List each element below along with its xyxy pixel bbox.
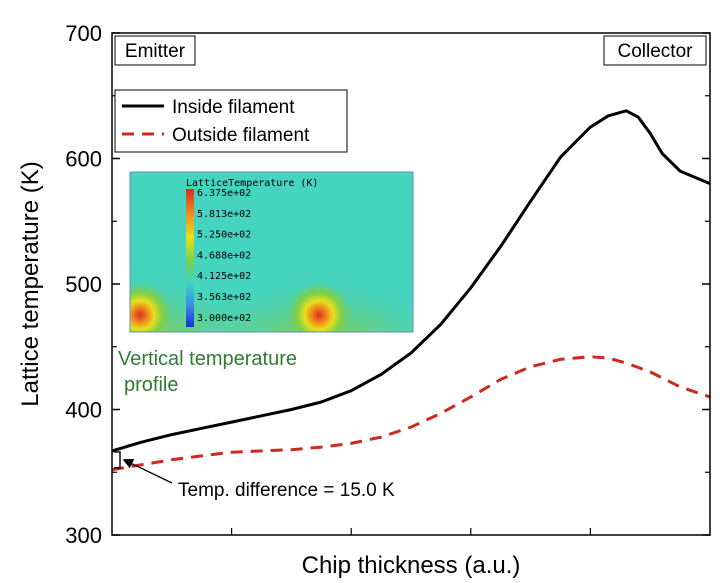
inset-heatmap: LatticeTemperature (K)6.375e+02 5.813e+02… (129, 171, 414, 333)
inset-warm-zone (200, 225, 413, 332)
y-axis-title: Lattice temperature (K) (17, 161, 44, 406)
inset-colorbar-label: 4.125e+02 (197, 271, 251, 282)
inset-hot-spot (130, 283, 172, 332)
series-line-inside-filament (111, 109, 711, 453)
y-tick-label: 400 (65, 398, 102, 423)
y-tick-label: 500 (65, 272, 102, 297)
inset-colorbar-label: 5.250e+02 (197, 230, 251, 241)
emitter-label: Emitter (125, 41, 186, 62)
inset-colorbar-label: 6.375e+02 (197, 188, 251, 199)
y-tick-label: 600 (65, 147, 102, 172)
series-group (111, 109, 711, 472)
legend-box (114, 89, 348, 153)
inset-colorbar (186, 189, 194, 327)
emitter-box (114, 35, 196, 66)
note-line-2: profile (124, 374, 178, 396)
inset-border (129, 171, 414, 333)
inset-colorbar-label: 3.000e+02 (197, 313, 251, 324)
collector-box (603, 35, 707, 66)
y-tick-label: 700 (65, 21, 102, 46)
x-axis-title: Chip thickness (a.u.) (302, 552, 521, 579)
temp-difference-bracket (114, 451, 121, 469)
temp-difference-label: Temp. difference = 15.0 K (178, 480, 395, 501)
axes-group: 300 400 500 600 700 Chip thickness (a.u.) Latt… (17, 21, 711, 579)
note-line-1: Vertical temperature (118, 348, 297, 370)
inset-title: LatticeTemperature (K) (186, 178, 318, 189)
legend-label-outside: Outside filament (172, 125, 310, 146)
collector-label: Collector (618, 41, 694, 62)
inset-colorbar-label: 3.563e+02 (197, 292, 251, 303)
y-tick-label: 300 (65, 523, 102, 548)
annotations-group: Emitter Collector Inside filament Outside f… (114, 35, 707, 501)
inset-heat-layer (130, 225, 413, 332)
inset-colorbar-label: 4.688e+02 (197, 250, 251, 261)
series-line-outside-filament (111, 355, 711, 472)
legend-label-inside: Inside filament (172, 97, 295, 118)
temp-difference-arrow (122, 459, 173, 484)
inset-hot-spot (287, 283, 351, 332)
inset-colorbar-label: 5.813e+02 (197, 209, 251, 220)
